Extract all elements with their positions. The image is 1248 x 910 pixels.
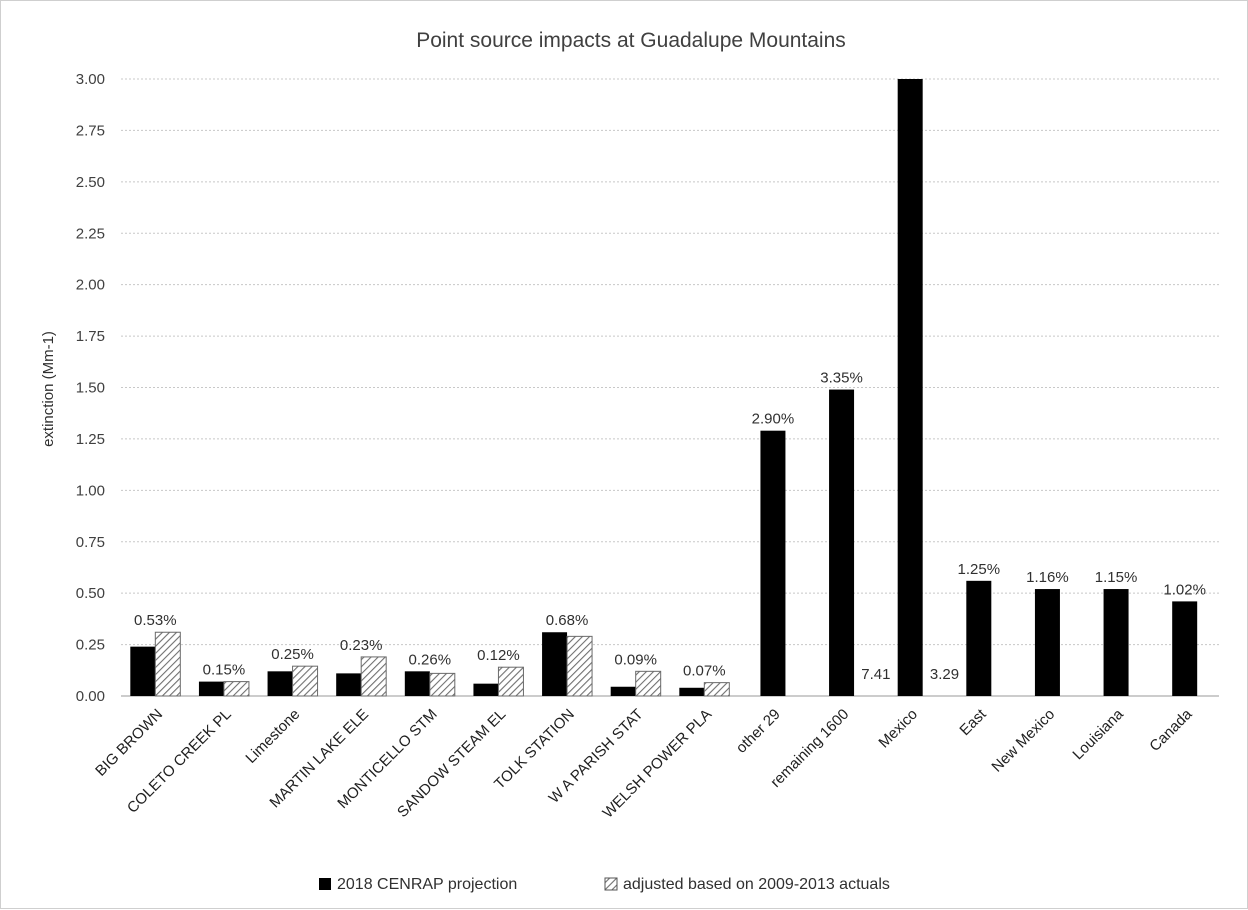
data-label: 0.68% (546, 612, 589, 629)
bar-adjusted (703, 682, 730, 697)
bar-cenrap (130, 646, 156, 696)
x-tick-label: New Mexico (988, 706, 1058, 776)
x-tick-label: other 29 (733, 706, 784, 757)
y-tick-label: 2.75 (76, 122, 105, 139)
gridlines (121, 78, 1219, 697)
data-label: 1.15% (1095, 569, 1138, 586)
bar-adjusted (429, 672, 456, 697)
data-label: 0.25% (271, 646, 314, 663)
data-label: 0.53% (134, 612, 177, 629)
bar-adjusted (223, 681, 250, 697)
legend-label-cenrap: 2018 CENRAP projection (337, 876, 517, 893)
data-label: 1.16% (1026, 569, 1069, 586)
y-tick-label: 3.00 (76, 71, 105, 88)
bar-cenrap (473, 683, 499, 696)
data-label: 0.07% (683, 663, 726, 680)
x-tick-label: Louisiana (1069, 705, 1127, 763)
y-axis-label: extinction (Mm-1) (40, 331, 57, 447)
bar-cenrap (1034, 589, 1060, 696)
data-labels: 0.53% 0.15% 0.25% 0.23% 0.26% 0.12% 0.68% 0.09%… (134, 370, 1206, 683)
y-tick-label: 0.00 (76, 688, 105, 705)
legend-label-adjusted: adjusted based on 2009-2013 actuals (623, 876, 890, 893)
bar-cenrap (829, 389, 855, 696)
y-tick-label: 1.50 (76, 380, 105, 397)
legend-swatch-cenrap (319, 878, 331, 890)
data-label: 2.90% (752, 411, 795, 428)
y-tick-label: 2.25 (76, 225, 105, 242)
bar-cenrap (267, 671, 293, 696)
bar-cenrap (1172, 601, 1198, 696)
y-tick-label: 0.25 (76, 637, 105, 654)
chart-title: Point source impacts at Guadalupe Mounta… (416, 29, 846, 52)
y-tick-label: 0.50 (76, 585, 105, 602)
x-tick-label: Mexico (875, 706, 921, 752)
legend-swatch-adjusted (604, 877, 618, 891)
x-tick-label: Canada (1146, 705, 1196, 755)
bar-cenrap (542, 632, 568, 696)
bar-adjusted (635, 670, 662, 697)
y-tick-label: 2.00 (76, 277, 105, 294)
data-label: 0.23% (340, 637, 383, 654)
y-tick-label: 2.50 (76, 174, 105, 191)
data-label: 0.15% (203, 662, 246, 679)
x-tick-label: East (956, 705, 990, 739)
data-label: 1.25% (958, 561, 1001, 578)
y-tick-label: 1.75 (76, 328, 105, 345)
bar-cenrap (760, 430, 786, 696)
x-tick-label: BIG BROWN (92, 706, 166, 780)
bar-cenrap (897, 79, 923, 696)
y-tick-label: 0.75 (76, 534, 105, 551)
bar-cenrap (404, 671, 430, 696)
bar-adjusted (497, 666, 524, 697)
bar-cenrap (610, 686, 636, 696)
extra-data-label: 7.41 (861, 666, 890, 683)
data-label: 0.09% (614, 651, 657, 668)
bar-cenrap (1103, 589, 1129, 696)
bar-adjusted (566, 635, 593, 697)
x-tick-label: Limestone (242, 706, 303, 767)
bar-cenrap (679, 687, 705, 696)
bars (130, 79, 1198, 697)
extra-data-label: 3.29 (930, 666, 959, 683)
bar-adjusted (360, 656, 387, 697)
y-tick-label: 1.00 (76, 482, 105, 499)
y-tick-label: 1.25 (76, 431, 105, 448)
bar-adjusted (292, 665, 319, 697)
bar-adjusted (154, 631, 181, 697)
data-label: 3.35% (820, 370, 863, 387)
bar-cenrap (336, 673, 362, 696)
bar-cenrap (966, 580, 992, 696)
data-label: 1.02% (1163, 581, 1206, 598)
bar-cenrap (198, 681, 224, 696)
y-axis-ticks: 0.00 0.25 0.50 0.75 1.00 1.25 1.50 1.75 2.00 2.25… (76, 71, 105, 705)
legend: 2018 CENRAP projection adjusted based on… (319, 876, 890, 893)
data-label: 0.12% (477, 647, 520, 664)
data-label: 0.26% (409, 651, 452, 668)
